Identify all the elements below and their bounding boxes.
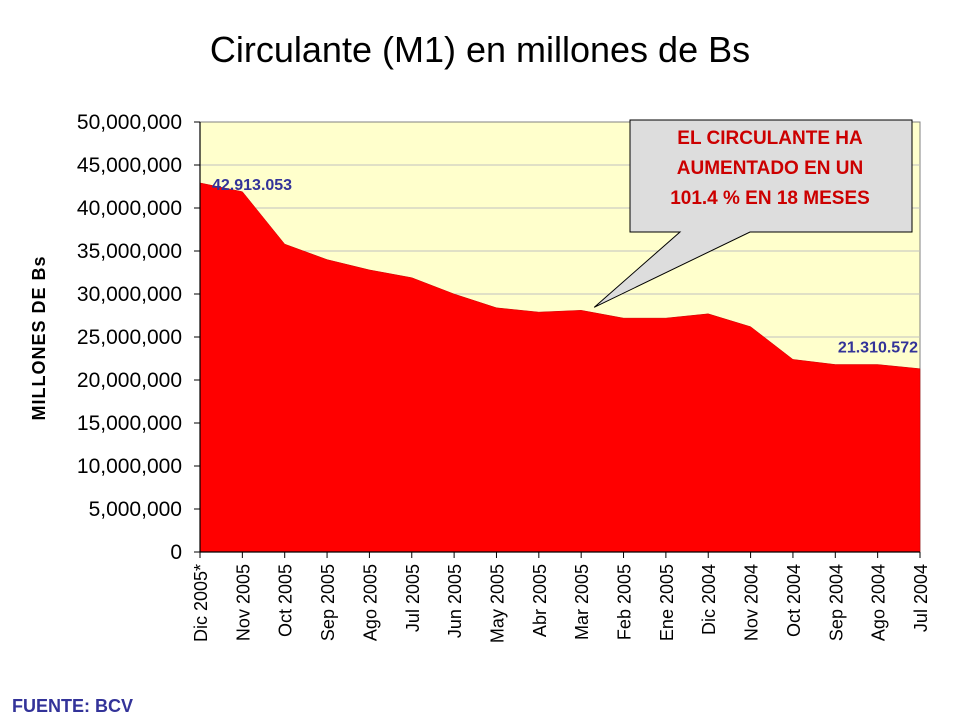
- y-tick-label: 10,000,000: [77, 455, 182, 478]
- x-tick-label: Ene 2005: [657, 564, 677, 641]
- x-tick-label: Oct 2005: [276, 564, 296, 637]
- y-tick-label: 40,000,000: [77, 197, 182, 220]
- x-tick-label: May 2005: [487, 564, 507, 643]
- y-tick-label: 15,000,000: [77, 412, 182, 435]
- x-tick-label: Feb 2005: [615, 564, 635, 640]
- y-tick-label: 35,000,000: [77, 240, 182, 263]
- x-tick-label: Nov 2005: [233, 564, 253, 641]
- y-tick-label: 50,000,000: [77, 111, 182, 134]
- data-labels: 42.913.053 21.310.572: [212, 177, 918, 357]
- x-tick-label: Jul 2004: [911, 564, 931, 632]
- callout-line-1: EL CIRCULANTE HA: [677, 128, 863, 149]
- x-tick-label: Jun 2005: [445, 564, 465, 638]
- y-tick-label: 20,000,000: [77, 369, 182, 392]
- area-series: [199, 182, 921, 553]
- x-tick-label: Dic 2004: [699, 564, 719, 635]
- y-axis-label: MILLONES DE Bs: [29, 255, 49, 420]
- x-tick-label: Mar 2005: [572, 564, 592, 640]
- data-label: 21.310.572: [838, 340, 918, 357]
- x-tick-label: Sep 2004: [826, 564, 846, 641]
- y-tick-label: 0: [170, 541, 182, 564]
- x-tick-label: Jul 2005: [403, 564, 423, 632]
- y-tick-label: 25,000,000: [77, 326, 182, 349]
- x-tick-label: Abr 2005: [530, 564, 550, 637]
- y-tick-label: 45,000,000: [77, 154, 182, 177]
- callout-line-3: 101.4 % EN 18 MESES: [670, 188, 870, 209]
- callout-line-2: AUMENTADO EN UN: [677, 158, 863, 179]
- x-tick-label: Sep 2005: [318, 564, 338, 641]
- x-tick-label: Ago 2005: [360, 564, 380, 641]
- data-label: 42.913.053: [212, 177, 292, 194]
- x-tick-label: Ago 2004: [869, 564, 889, 641]
- x-tick-label: Nov 2004: [742, 564, 762, 641]
- chart-title: Circulante (M1) en millones de Bs: [210, 29, 750, 70]
- y-axis-ticks: 0 5,000,000 10,000,000 15,000,000 20,000,000…: [77, 111, 200, 564]
- y-tick-label: 5,000,000: [89, 498, 182, 521]
- annotation-callout: EL CIRCULANTE HA AUMENTADO EN UN 101.4 %…: [593, 119, 913, 308]
- y-tick-label: 30,000,000: [77, 283, 182, 306]
- x-tick-label: Oct 2004: [784, 564, 804, 637]
- x-axis-ticks: Dic 2005* Nov 2005 Oct 2005 Sep 2005 Ago 200…: [191, 552, 931, 643]
- source-note: FUENTE: BCV: [12, 696, 133, 716]
- x-tick-label: Dic 2005*: [191, 564, 211, 642]
- callout-box: [593, 119, 913, 308]
